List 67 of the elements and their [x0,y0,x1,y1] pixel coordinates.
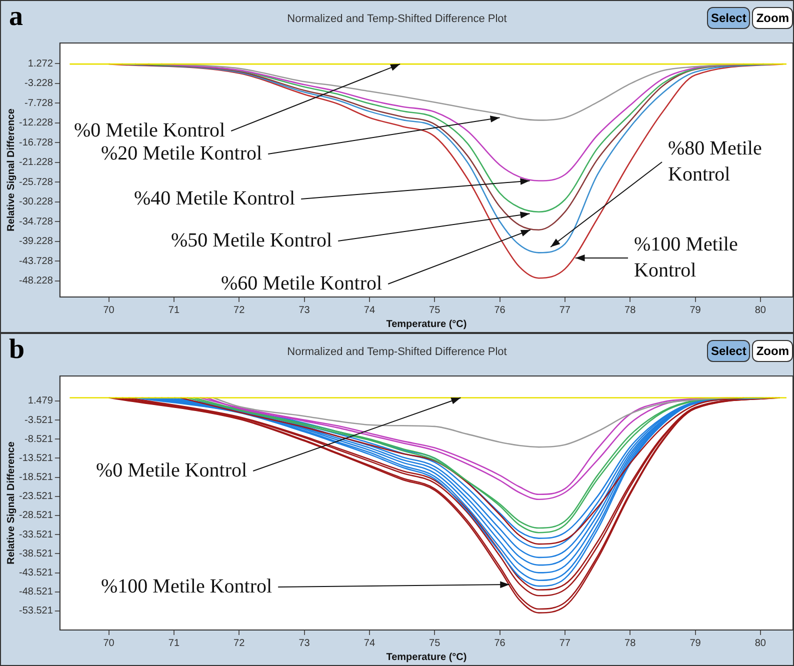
y-tick-label: -38.521 [18,548,54,560]
x-tick-label: 78 [624,304,636,316]
y-tick-label: -48.521 [18,586,54,598]
y-tick-label: -18.521 [18,472,54,484]
x-tick-label: 73 [298,304,310,316]
y-tick-label: -43.728 [18,256,54,267]
annotation: %20 Metile Kontrol [101,142,263,164]
y-tick-label: -39.228 [18,236,54,248]
annotation: %80 Metile Kontrol [668,137,762,186]
text: Select [706,340,750,362]
y-tick-label: -21.228 [18,157,54,168]
annotation: %100 Metile Kontrol [101,575,273,598]
x-axis-title: Temperature (°C) [386,652,467,663]
annotation: %100 Metile Kontrol [634,233,738,282]
x-tick-label: 71 [168,304,180,316]
x-tick-label: 75 [429,304,441,316]
x-tick-label: 72 [234,304,246,316]
x-tick-label: 71 [168,638,180,649]
x-tick-label: 76 [494,304,506,316]
y-tick-label: -3.228 [24,78,54,90]
y-tick-label: -34.728 [18,216,54,228]
y-tick-label: -23.521 [18,491,54,502]
x-tick-label: 72 [234,638,246,649]
text: a [9,1,23,33]
y-tick-label: -12.228 [18,118,54,129]
x-tick-label: 74 [364,304,376,316]
annotation: %40 Metile Kontrol [134,187,296,210]
y-tick-label: -53.521 [18,606,54,617]
x-tick-label: 75 [429,638,441,649]
x-tick-label: 79 [690,638,702,649]
annotation: %0 Metile Kontrol [74,119,226,142]
y-axis-title: Relative Signal Difference [6,108,17,232]
y-tick-label: -48.228 [18,276,54,287]
chart-title: Normalized and Temp-Shifted Difference Plot [287,346,507,358]
x-axis-title: Temperature (°C) [386,318,467,330]
annotation: %60 Metile Kontrol [221,272,383,294]
y-tick-label: -28.521 [18,510,54,522]
y-tick-label: -33.521 [18,529,54,540]
x-tick-label: 80 [754,638,766,649]
x-tick-label: 77 [559,304,571,316]
y-tick-label: -43.521 [18,568,54,579]
y-tick-label: -8.521 [24,434,54,445]
y-tick-label: -30.228 [18,196,54,208]
chart-title: Normalized and Temp-Shifted Difference Plot [287,13,507,25]
annotation: %50 Metile Kontrol [171,229,333,252]
x-tick-label: 80 [754,304,766,316]
x-tick-label: 77 [559,638,571,649]
text: Zoom [752,340,793,362]
y-axis-title: Relative Signal Difference [6,441,17,564]
y-tick-label: 1.479 [28,396,54,407]
x-tick-label: 78 [624,638,636,649]
y-tick-label: 1.272 [28,58,54,70]
text: b [9,334,25,366]
text: Zoom [752,7,793,29]
annotation: %0 Metile Kontrol [96,459,248,482]
x-tick-label: 74 [364,638,376,649]
y-tick-label: -13.521 [18,452,54,464]
x-tick-label: 70 [103,638,115,649]
y-tick-label: -3.521 [24,414,54,426]
y-tick-label: -7.728 [24,98,54,109]
x-tick-label: 79 [690,304,702,316]
x-tick-label: 76 [494,638,506,649]
x-tick-label: 73 [298,638,310,649]
y-tick-label: -16.728 [18,137,54,148]
x-tick-label: 70 [103,304,115,316]
y-tick-label: -25.728 [18,176,54,188]
text: Select [706,7,750,29]
